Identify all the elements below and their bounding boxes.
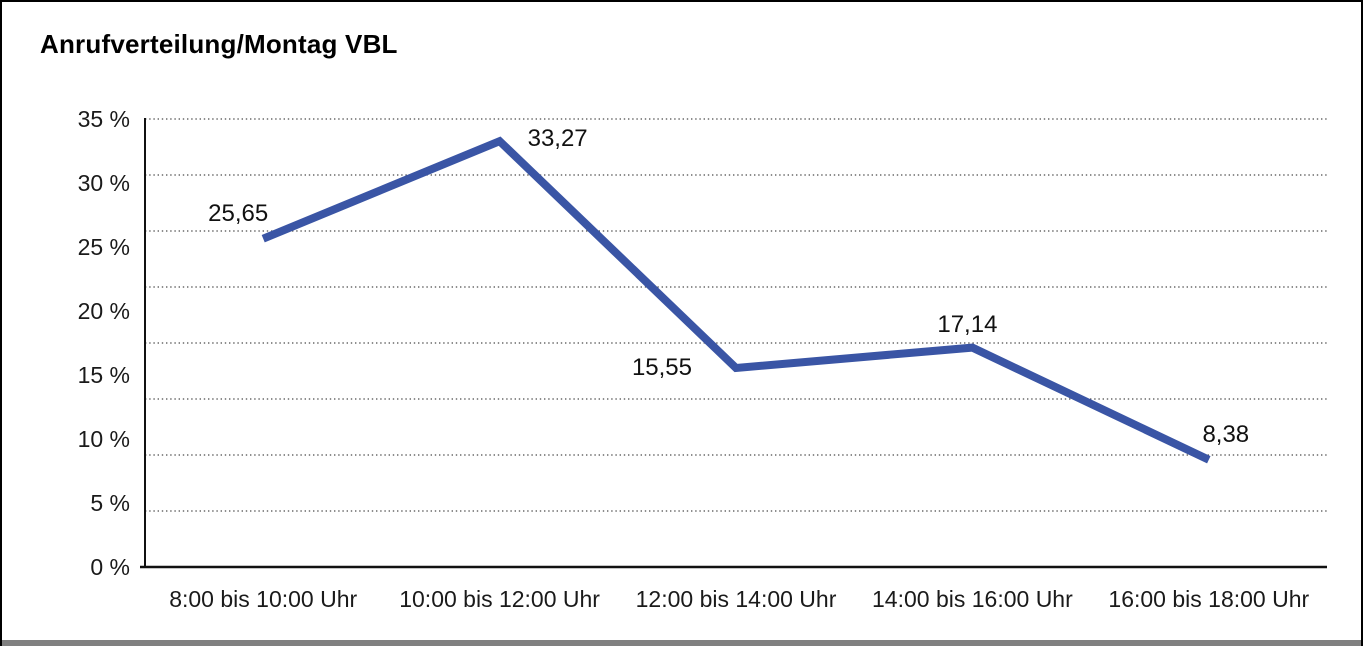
data-point-label: 25,65 xyxy=(208,199,269,227)
y-tick-label: 15 % xyxy=(77,362,130,388)
y-tick-label: 10 % xyxy=(77,426,130,452)
y-tick-label: 0 % xyxy=(90,554,130,580)
data-point-label: 17,14 xyxy=(937,310,998,338)
y-tick-label: 30 % xyxy=(77,170,130,196)
data-point-label: 15,55 xyxy=(631,353,692,381)
y-tick-label: 5 % xyxy=(90,490,130,516)
x-category-label: 12:00 bis 14:00 Uhr xyxy=(635,586,837,612)
data-point-label: 8,38 xyxy=(1202,420,1250,448)
y-tick-label: 35 % xyxy=(77,106,130,132)
data-line xyxy=(261,136,1211,464)
x-category-label: 8:00 bis 10:00 Uhr xyxy=(169,586,358,612)
x-category-label: 16:00 bis 18:00 Uhr xyxy=(1108,586,1310,612)
x-category-label: 14:00 bis 16:00 Uhr xyxy=(872,586,1073,612)
frame-bottom-edge xyxy=(2,640,1361,646)
y-tick-label: 25 % xyxy=(77,234,130,260)
y-tick-label: 20 % xyxy=(77,298,130,324)
x-category-label: 10:00 bis 12:00 Uhr xyxy=(399,586,600,612)
chart-title: Anrufverteilung/Montag VBL xyxy=(40,29,398,59)
data-point-label: 33,27 xyxy=(527,125,588,153)
